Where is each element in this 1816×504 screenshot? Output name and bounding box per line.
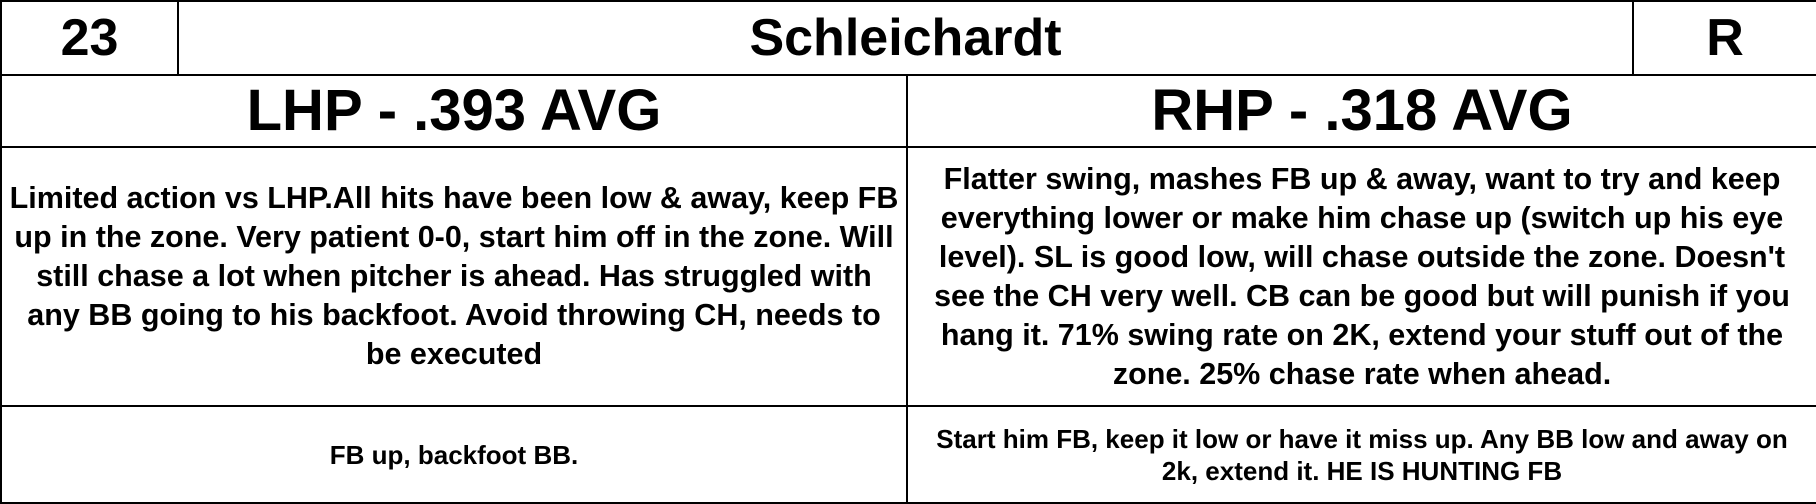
batting-hand-cell: R: [1632, 0, 1816, 76]
jersey-number-cell: 23: [0, 0, 179, 76]
player-name-cell: Schleichardt: [176, 0, 1635, 76]
lhp-notes-cell: Limited action vs LHP.All hits have been…: [0, 146, 908, 407]
batting-hand: R: [1706, 9, 1744, 67]
lhp-notes: Limited action vs LHP.All hits have been…: [9, 181, 899, 371]
rhp-average-cell: RHP - .318 AVG: [905, 74, 1816, 148]
scouting-notes-row: Limited action vs LHP.All hits have been…: [0, 146, 1816, 407]
rhp-notes: Flatter swing, mashes FB up & away, want…: [934, 161, 1790, 391]
split-average-row: LHP - .393 AVG RHP - .318 AVG: [0, 74, 1816, 148]
rhp-average-label: RHP - .318 AVG: [1151, 78, 1573, 143]
rhp-summary-cell: Start him FB, keep it low or have it mis…: [905, 405, 1816, 504]
lhp-average-cell: LHP - .393 AVG: [0, 74, 908, 148]
rhp-notes-cell: Flatter swing, mashes FB up & away, want…: [905, 146, 1816, 407]
jersey-number: 23: [60, 9, 119, 67]
rhp-summary: Start him FB, keep it low or have it mis…: [936, 423, 1788, 486]
lhp-summary-cell: FB up, backfoot BB.: [0, 405, 908, 504]
lhp-average-label: LHP - .393 AVG: [246, 78, 662, 143]
lhp-summary: FB up, backfoot BB.: [329, 439, 579, 470]
plan-summary-row: FB up, backfoot BB. Start him FB, keep i…: [0, 405, 1816, 504]
player-name: Schleichardt: [749, 9, 1062, 67]
player-header-row: 23 Schleichardt R: [0, 0, 1816, 76]
